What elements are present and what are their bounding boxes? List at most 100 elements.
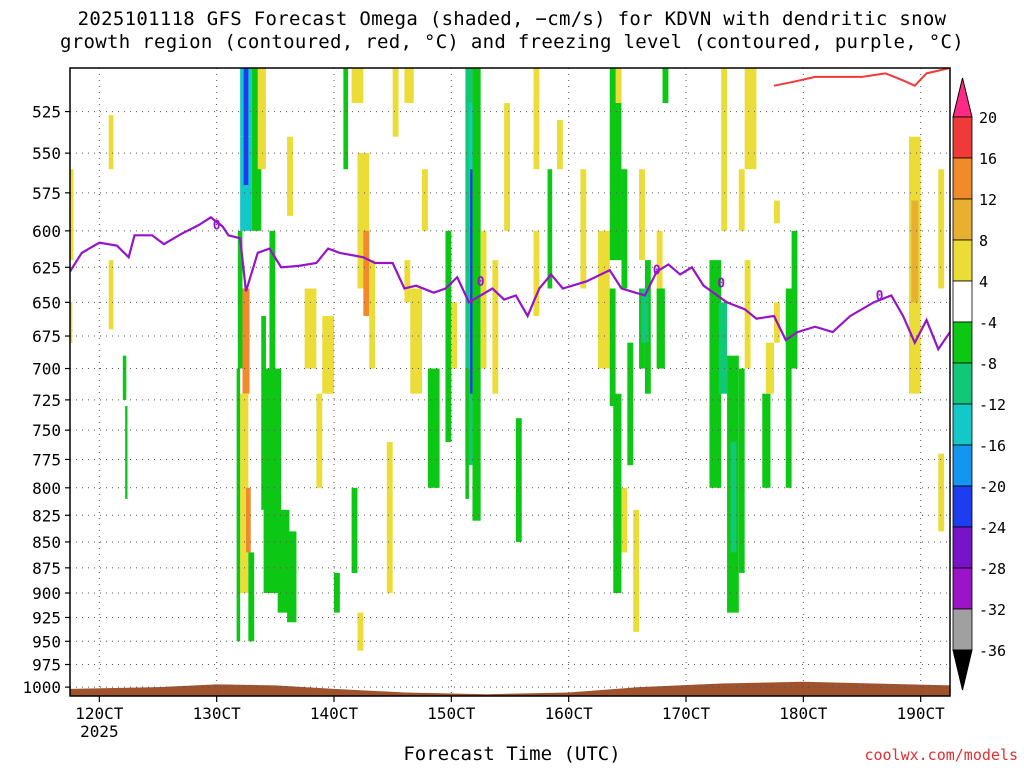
omega-cell-53 <box>533 230 540 316</box>
colorbar-swatch-5 <box>952 280 973 323</box>
omega-cell-55 <box>547 169 553 289</box>
omega-cell-21 <box>257 68 266 170</box>
omega-cell-84 <box>762 393 771 488</box>
y-tick-label-625: 625 <box>32 258 61 277</box>
omega-cell-11 <box>242 288 250 394</box>
omega-cell-80 <box>738 169 745 231</box>
y-tick-label-725: 725 <box>32 391 61 410</box>
colorbar: 20 16 12 8 4 -4 -8 -12 -16 -20 -24 -28 -32 -36 <box>952 77 1006 691</box>
omega-cell-39 <box>427 368 440 488</box>
y-tick-label-750: 750 <box>32 421 61 440</box>
ground-terrain <box>70 681 950 696</box>
colorbar-label-11: -28 <box>979 560 1006 578</box>
omega-cell-49 <box>480 230 487 369</box>
y-tick-label-525: 525 <box>32 103 61 122</box>
y-tick-label-650: 650 <box>32 293 61 312</box>
omega-cell-82 <box>721 68 728 231</box>
omega-cell-68 <box>633 509 640 632</box>
y-tick-label-850: 850 <box>32 533 61 552</box>
omega-cell-72 <box>662 68 669 104</box>
colorbar-label-2: 12 <box>979 191 997 209</box>
omega-cell-28 <box>351 487 358 573</box>
omega-cell-81 <box>744 260 751 369</box>
omega-cell-62 <box>621 169 628 289</box>
omega-cell-94 <box>938 453 945 532</box>
omega-cell-24 <box>304 288 317 369</box>
omega-cell-37 <box>404 260 411 303</box>
omega-cell-50 <box>492 260 499 394</box>
freezing-level-label-4: 0 <box>876 289 884 304</box>
x-tick-label-3: 150CT <box>427 704 476 723</box>
omega-cell-88 <box>785 368 792 488</box>
omega-cell-4 <box>122 355 127 400</box>
colorbar-label-5: -4 <box>979 314 997 332</box>
omega-cell-41 <box>451 302 458 369</box>
colorbar-swatch-7 <box>952 362 973 405</box>
omega-cell-23 <box>287 136 293 216</box>
colorbar-swatch-1 <box>952 116 973 159</box>
omega-cell-52 <box>515 418 522 542</box>
omega-cell-5 <box>125 406 128 499</box>
omega-cell-79 <box>738 368 745 573</box>
y-tick-label-800: 800 <box>32 479 61 498</box>
omega-cell-75 <box>718 302 728 394</box>
omega-cell-61 <box>613 393 622 594</box>
colorbar-label-10: -24 <box>979 519 1006 537</box>
ground-surface <box>70 681 950 696</box>
colorbar-swatch-2 <box>952 157 973 200</box>
omega-cell-35 <box>386 441 393 594</box>
omega-cell-27 <box>334 572 340 613</box>
omega-cell-64 <box>639 169 645 261</box>
colorbar-top-arrow <box>952 77 973 118</box>
omega-cell-0 <box>108 114 114 170</box>
omega-cell-34 <box>369 260 376 369</box>
omega-cell-31 <box>351 68 364 104</box>
omega-cell-60 <box>609 288 616 407</box>
omega-cell-15 <box>248 552 255 642</box>
omega-cell-78 <box>730 441 737 553</box>
x-tick-label-2: 140CT <box>310 704 359 723</box>
omega-cell-12 <box>240 393 249 594</box>
colorbar-swatch-11 <box>952 526 973 569</box>
omega-cell-1 <box>108 260 114 330</box>
dgz-contour-line <box>773 68 950 87</box>
y-tick-label-975: 975 <box>32 655 61 674</box>
colorbar-swatch-8 <box>952 403 973 446</box>
omega-cell-8 <box>243 68 249 186</box>
colorbar-label-12: -32 <box>979 601 1006 619</box>
omega-shading <box>70 68 945 651</box>
omega-cell-33 <box>363 230 370 316</box>
colorbar-swatch-12 <box>952 567 973 610</box>
y-tick-label-950: 950 <box>32 632 61 651</box>
colorbar-swatch-3 <box>952 198 973 241</box>
omega-cell-63 <box>627 342 634 466</box>
freezing-level-label-2: 0 <box>653 264 661 279</box>
credit-text[interactable]: coolwx.com/models <box>864 746 1018 764</box>
y-tick-label-675: 675 <box>32 327 61 346</box>
omega-cell-71 <box>656 288 665 369</box>
omega-cell-46 <box>470 169 474 394</box>
colorbar-label-8: -16 <box>979 437 1006 455</box>
omega-cell-13 <box>246 487 251 553</box>
omega-cell-42 <box>404 68 414 104</box>
colorbar-bottom-arrow <box>952 649 973 691</box>
omega-cell-90 <box>774 200 780 224</box>
x-tick-label-0: 120CT <box>75 704 124 723</box>
omega-cell-48 <box>465 368 469 499</box>
chart-title: 2025101118 GFS Forecast Omega (shaded, −… <box>0 8 1024 54</box>
omega-cell-93 <box>938 169 945 289</box>
omega-cell-26 <box>316 393 323 488</box>
omega-cell-67 <box>641 288 649 343</box>
omega-cell-92 <box>911 200 919 303</box>
omega-cell-87 <box>791 230 798 369</box>
omega-cell-59 <box>609 68 622 261</box>
omega-cell-29 <box>357 612 364 651</box>
colorbar-swatch-6 <box>952 321 973 364</box>
omega-cell-25 <box>322 315 334 394</box>
colorbar-swatch-13 <box>952 608 973 651</box>
x-tick-label-5: 170CT <box>662 704 711 723</box>
omega-cell-76 <box>711 393 719 466</box>
y-tick-label-700: 700 <box>32 360 61 379</box>
y-tick-label-775: 775 <box>32 450 61 469</box>
